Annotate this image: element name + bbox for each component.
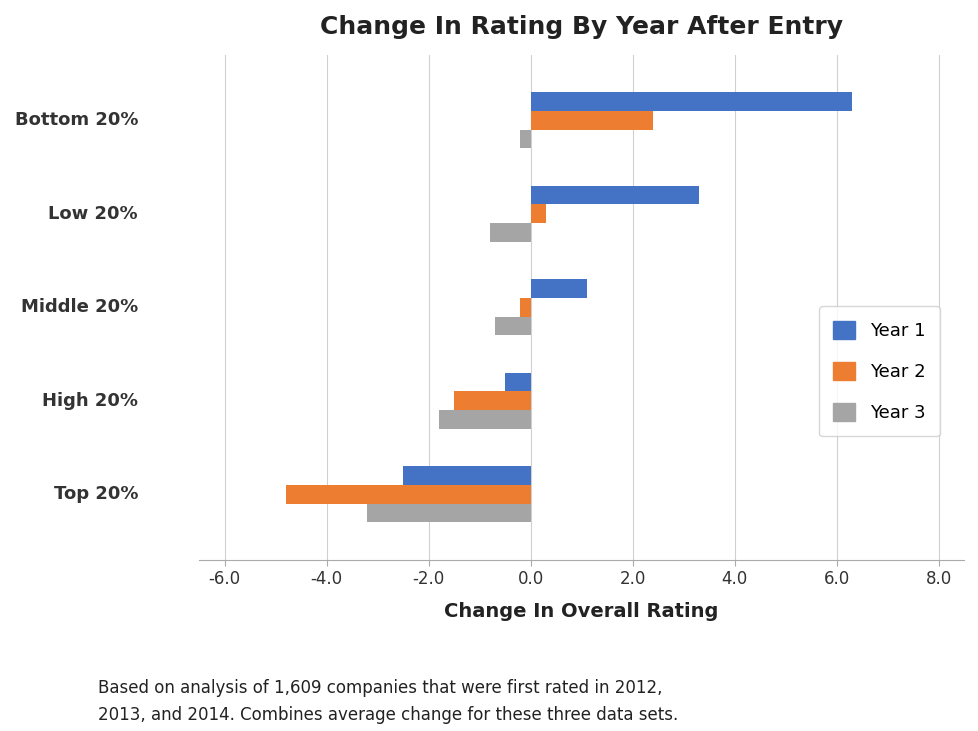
Bar [438, 410, 530, 429]
Text: Bottom 20%: Bottom 20% [15, 111, 138, 129]
Bar [505, 373, 530, 391]
Text: Middle 20%: Middle 20% [21, 298, 138, 317]
Bar [367, 504, 530, 522]
Bar [530, 111, 652, 129]
Text: Low 20%: Low 20% [48, 205, 138, 223]
Legend: Year 1, Year 2, Year 3: Year 1, Year 2, Year 3 [819, 306, 939, 436]
Text: Based on analysis of 1,609 companies that were first rated in 2012,
2013, and 20: Based on analysis of 1,609 companies tha… [98, 679, 678, 724]
Bar [530, 186, 698, 205]
Bar [530, 205, 546, 223]
Text: High 20%: High 20% [42, 392, 138, 410]
Bar [530, 92, 851, 111]
Text: Top 20%: Top 20% [54, 485, 138, 503]
Bar [530, 279, 586, 298]
Bar [520, 298, 530, 317]
X-axis label: Change In Overall Rating: Change In Overall Rating [444, 602, 718, 621]
Title: Change In Rating By Year After Entry: Change In Rating By Year After Entry [320, 15, 842, 39]
Bar [520, 129, 530, 148]
Bar [403, 466, 530, 485]
Bar [495, 317, 530, 336]
Bar [489, 223, 530, 242]
Bar [286, 485, 530, 504]
Bar [454, 391, 530, 410]
